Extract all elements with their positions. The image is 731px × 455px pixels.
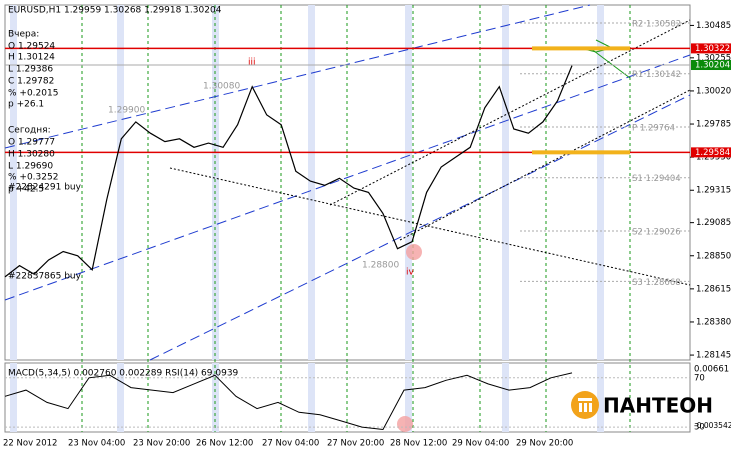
macd-bottom-label: -0.003542 xyxy=(694,421,731,430)
pivot-label: R1 1.30142 xyxy=(632,70,681,80)
info-line: H 1.30124 xyxy=(8,53,55,63)
info-line: p +26.1 xyxy=(8,100,44,110)
x-tick-label: 23 Nov 20:00 xyxy=(133,439,190,449)
x-tick-label: 27 Nov 04:00 xyxy=(262,439,319,449)
price-tag-label: 1.30322 xyxy=(695,44,730,54)
annotation: 1.29900 xyxy=(108,106,145,116)
x-tick-label: 29 Nov 04:00 xyxy=(452,439,509,449)
chart-title: EURUSD,H1 1.29959 1.30268 1.29918 1.3020… xyxy=(8,6,222,16)
logo-text: ПАНТЕОН xyxy=(603,394,713,418)
trend-lines xyxy=(169,19,691,286)
rsi-tick-label: 30 xyxy=(694,423,705,433)
price-tag-label: 1.29584 xyxy=(695,148,730,158)
x-tick-label: 23 Nov 04:00 xyxy=(68,439,125,449)
pivot-label: P 1.29764 xyxy=(632,123,675,133)
y-tick-label: 1.29085 xyxy=(696,218,731,228)
info-line: H 1.30280 xyxy=(8,150,55,160)
arrow xyxy=(589,47,631,79)
y-tick-label: 1.29785 xyxy=(696,120,731,130)
info-line: C 1.29782 xyxy=(8,77,54,87)
info-line: O 1.29777 xyxy=(8,138,55,148)
channel-lines xyxy=(4,4,691,361)
y-tick-label: 1.28145 xyxy=(696,351,731,361)
level-zone xyxy=(532,46,630,51)
price-tag-label: 1.30204 xyxy=(695,61,730,71)
y-tick-label: 1.29315 xyxy=(696,186,731,196)
y-tick-label: 1.30255 xyxy=(696,53,731,63)
pivot-label: S3 1.28668 xyxy=(632,278,681,288)
rsi-tick-label: 70 xyxy=(694,373,705,383)
level-zone xyxy=(532,150,630,155)
pivot-label: S2 1.29026 xyxy=(632,227,681,237)
info-line: p +42.5 xyxy=(8,185,44,195)
info-line: Вчера: xyxy=(8,30,39,40)
info-line: Сегодня: xyxy=(8,126,51,136)
y-tick-label: 1.28615 xyxy=(696,284,731,294)
info-line: % +0.2015 xyxy=(8,89,58,99)
annotation: 1.28800 xyxy=(362,261,399,271)
macd-top-label: 0.00661 xyxy=(694,365,729,375)
price-tag xyxy=(691,147,731,158)
y-tick-label: 1.30020 xyxy=(696,86,731,96)
session-bands xyxy=(10,5,604,432)
rsi-line xyxy=(4,372,573,431)
annotation: #22824291 buy xyxy=(8,183,82,193)
y-tick-label: 1.29550 xyxy=(696,153,731,163)
x-tick-label: 26 Nov 12:00 xyxy=(196,439,253,449)
logo: ПАНТЕОН xyxy=(571,391,713,419)
marker xyxy=(406,244,422,260)
y-tick-label: 1.28850 xyxy=(696,251,731,261)
indicator-title: MACD(5,34,5) 0.002760 0.002289 RSI(14) 6… xyxy=(8,369,239,379)
price-tag xyxy=(691,60,731,71)
info-line: L 1.29386 xyxy=(8,65,53,75)
vertical-separators xyxy=(81,5,631,432)
info-line: O 1.29524 xyxy=(8,42,55,52)
annotation: 1.30080 xyxy=(203,82,240,92)
x-tick-label: 29 Nov 20:00 xyxy=(516,439,573,449)
info-line: L 1.29690 xyxy=(8,162,53,172)
x-tick-label: 28 Nov 12:00 xyxy=(390,439,447,449)
price-line-series xyxy=(4,65,573,278)
price-tag xyxy=(691,43,731,54)
x-tick-label: 22 Nov 2012 xyxy=(3,439,57,449)
marker xyxy=(397,416,413,432)
annotation: #22837865 buy xyxy=(8,272,82,282)
annotation: iv xyxy=(406,268,415,278)
y-tick-label: 1.28380 xyxy=(696,317,731,327)
annotation: iii xyxy=(248,58,256,68)
y-tick-label: 1.30485 xyxy=(696,21,731,31)
pivot-label: S1 1.29404 xyxy=(632,174,681,184)
info-line: % +0.3252 xyxy=(8,173,58,183)
pivot-label: R2 1.30502 xyxy=(632,20,681,30)
x-tick-label: 27 Nov 20:00 xyxy=(327,439,384,449)
